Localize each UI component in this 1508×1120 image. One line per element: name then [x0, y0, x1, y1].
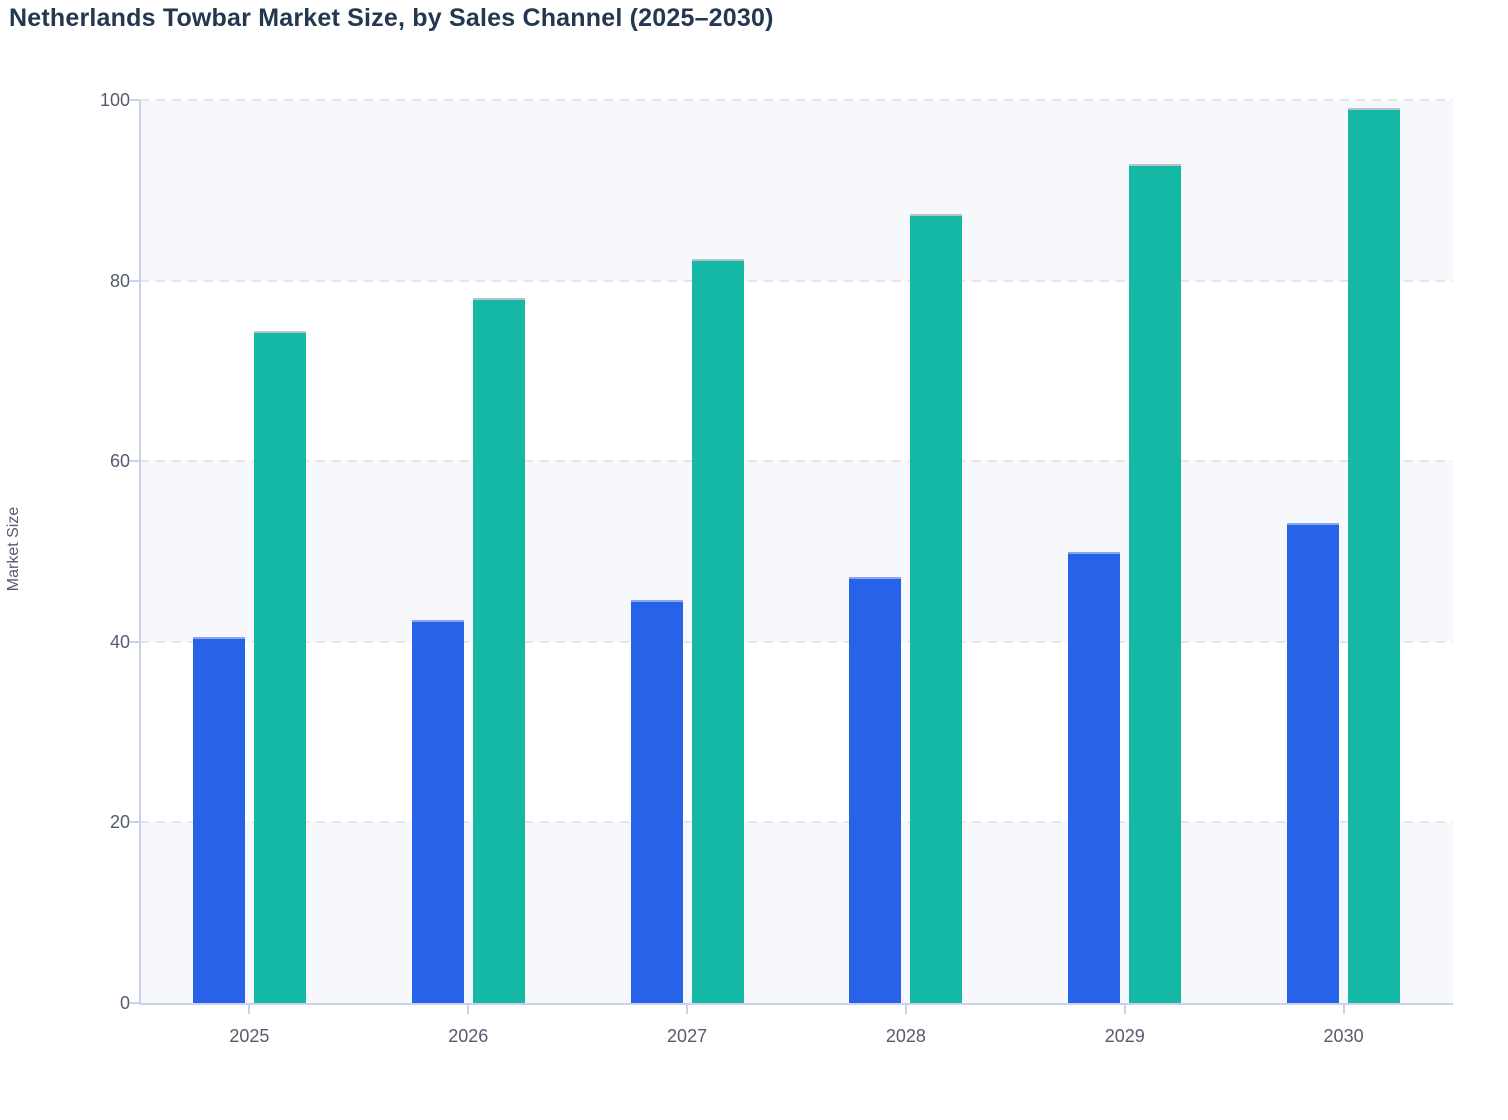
y-axis-line [139, 100, 141, 1005]
bar-2025-series-1 [192, 637, 245, 1003]
x-tick-2028 [904, 1005, 907, 1014]
gridline-100 [140, 99, 1453, 101]
bar-2026-series-2 [472, 297, 525, 1003]
y-tick-20 [130, 821, 139, 824]
x-tick-label-2026: 2026 [448, 1026, 489, 1046]
bar-2029-series-2 [1129, 164, 1182, 1003]
x-tick-label-2030: 2030 [1323, 1026, 1364, 1046]
y-axis-title: Market Size [5, 506, 22, 592]
x-tick-2026 [467, 1005, 470, 1014]
y-tick-label-0: 0 [119, 993, 130, 1013]
gridline-60 [140, 460, 1453, 463]
y-tick-label-80: 80 [109, 270, 130, 291]
bar-2029-series-1 [1068, 552, 1121, 1003]
y-tick-label-60: 60 [109, 451, 130, 472]
x-tick-label-2029: 2029 [1104, 1026, 1145, 1046]
bar-2030-series-1 [1287, 522, 1340, 1003]
plot-band [140, 461, 1453, 642]
gridline-40 [140, 640, 1453, 643]
bar-2030-series-2 [1348, 108, 1401, 1003]
gridline-80 [140, 279, 1453, 282]
x-tick-2027 [686, 1005, 689, 1014]
y-tick-0 [130, 1002, 139, 1004]
x-tick-2030 [1342, 1005, 1345, 1014]
y-tick-label-100: 100 [99, 90, 130, 110]
bar-2028-series-2 [910, 213, 963, 1003]
plot-band [140, 100, 1453, 281]
y-tick-60 [130, 460, 139, 463]
bar-2025-series-2 [253, 331, 306, 1003]
x-tick-label-2028: 2028 [885, 1026, 926, 1046]
x-tick-2029 [1123, 1005, 1126, 1014]
bar-2028-series-1 [849, 576, 902, 1003]
y-tick-80 [130, 279, 139, 282]
x-tick-label-2027: 2027 [667, 1026, 708, 1046]
plot-band [140, 822, 1453, 1003]
plot-area [140, 99, 1453, 1003]
x-tick-2025 [248, 1005, 251, 1014]
x-axis-line [139, 1003, 1453, 1005]
bar-2026-series-1 [411, 620, 464, 1003]
y-tick-label-20: 20 [109, 812, 130, 833]
gridline-20 [140, 821, 1453, 824]
bar-2027-series-2 [691, 258, 744, 1003]
y-tick-40 [130, 640, 139, 643]
chart-title: Netherlands Towbar Market Size, by Sales… [9, 4, 774, 32]
x-tick-label-2025: 2025 [229, 1026, 270, 1046]
y-tick-100 [130, 99, 139, 101]
y-tick-label-40: 40 [109, 631, 130, 652]
bar-2027-series-1 [630, 600, 683, 1003]
